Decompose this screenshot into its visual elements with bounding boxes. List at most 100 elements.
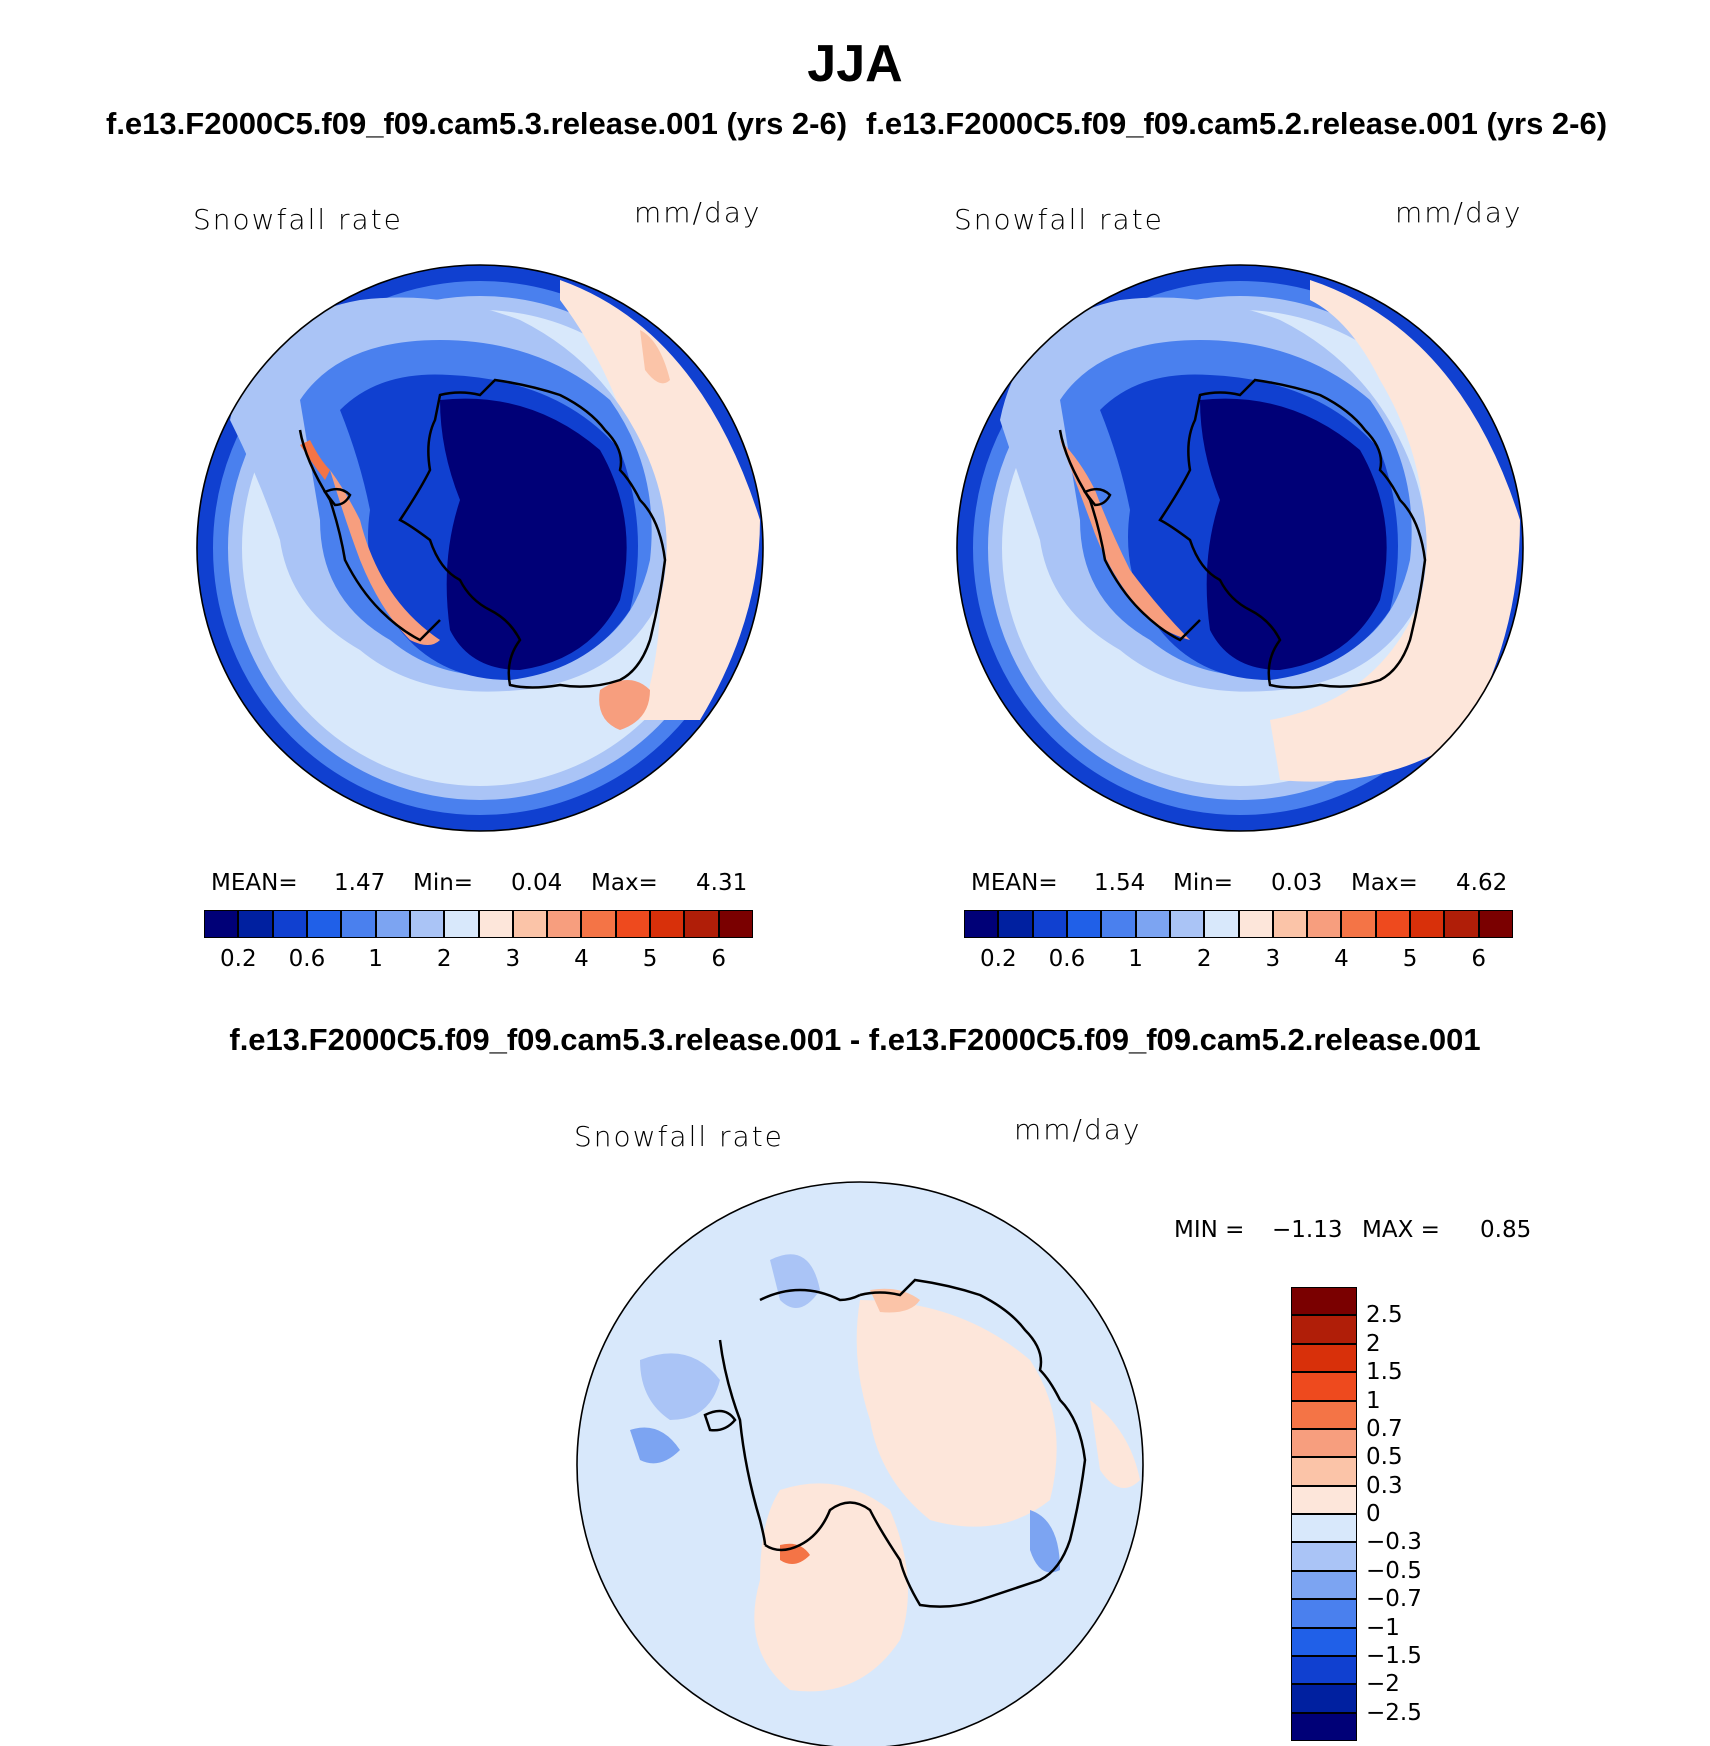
panel2-colorbar-tick-label: 4 — [1334, 946, 1349, 972]
panel2-colorbar-box — [1410, 910, 1445, 938]
panel1-colorbar-tick-label: 2 — [436, 946, 452, 972]
panel1-colorbar-box — [650, 910, 685, 938]
panel1-variable-label: Snowfall rate — [193, 203, 403, 236]
panel2-colorbar-box — [1135, 910, 1170, 938]
panel2-colorbar-box — [964, 910, 999, 938]
difference-colorbar-box — [1291, 1315, 1357, 1344]
difference-colorbar-tick-label: 0.5 — [1366, 1444, 1403, 1471]
difference-colorbar-box — [1291, 1372, 1357, 1401]
panel2-colorbar-tick-label: 6 — [1471, 946, 1486, 972]
panel2-colorbar-box — [1272, 910, 1308, 938]
panel2-colorbar — [964, 910, 1513, 938]
difference-variable-label: Snowfall rate — [574, 1120, 784, 1153]
panel1-min-label: Min= — [413, 870, 474, 896]
panel1-max-label: Max= — [591, 870, 658, 896]
panel1-colorbar-box — [615, 910, 651, 938]
difference-colorbar — [1291, 1287, 1357, 1741]
difference-colorbar-tick-label: −0.7 — [1366, 1586, 1422, 1613]
panel2-colorbar-box — [1341, 910, 1376, 938]
panel1-colorbar-box — [444, 910, 479, 938]
panel2-colorbar-box — [1169, 910, 1205, 938]
panel2-colorbar-box — [1478, 910, 1513, 938]
panel1-mean-value: 1.47 — [334, 870, 386, 896]
panel2-colorbar-labels: 0.2 0.6 1 2 3 4 5 6 — [964, 946, 1513, 976]
panel2-colorbar-box — [1032, 910, 1067, 938]
panel1-units-label: mm/day — [634, 196, 762, 229]
panel1-colorbar-tick-label: 4 — [574, 946, 589, 972]
panel1-colorbar-tick-label: 1 — [368, 946, 383, 972]
panel2-colorbar-box — [1375, 910, 1411, 938]
difference-colorbar-box — [1291, 1343, 1357, 1373]
panel1-colorbar-box — [684, 910, 719, 938]
difference-colorbar-tick-label: −1.5 — [1366, 1642, 1422, 1669]
panel2-min-label: Min= — [1173, 870, 1234, 896]
difference-colorbar-tick-label: −1 — [1366, 1614, 1400, 1641]
panel1-max-value: 4.31 — [696, 870, 748, 896]
difference-title: f.e13.F2000C5.f09_f09.cam5.3.release.001… — [229, 1022, 1481, 1057]
difference-colorbar-labels: 2.5 2 1.5 1 0.7 0.5 0.3 0 −0.3 −0.5 −0.7 −1 −1.5 −2 −2… — [1366, 1287, 1486, 1741]
panel1-min-value: 0.04 — [511, 870, 563, 896]
difference-colorbar-tick-label: 1 — [1366, 1387, 1381, 1414]
panel2-case-title: f.e13.F2000C5.f09_f09.cam5.2.release.001… — [866, 106, 1608, 141]
difference-colorbar-box — [1291, 1712, 1357, 1741]
panel2-colorbar-tick-label: 1 — [1128, 946, 1143, 972]
panel1-case-title: f.e13.F2000C5.f09_f09.cam5.3.release.001… — [106, 106, 848, 141]
difference-colorbar-box — [1291, 1485, 1357, 1514]
difference-colorbar-box — [1291, 1570, 1357, 1600]
panel1-colorbar-tick-label: 5 — [642, 946, 658, 972]
panel1-colorbar-tick-label: 6 — [711, 946, 726, 972]
panel1-colorbar — [204, 910, 753, 938]
figure-title: JJA — [807, 35, 903, 93]
difference-max-value: 0.85 — [1480, 1217, 1532, 1243]
panel1-colorbar-tick-label: 0.6 — [288, 946, 326, 972]
panel2-colorbar-tick-label: 5 — [1402, 946, 1418, 972]
panel2-mean-value: 1.54 — [1094, 870, 1146, 896]
panel2-mean-label: MEAN= — [971, 870, 1058, 896]
panel1-colorbar-tick-label: 0.2 — [220, 946, 257, 972]
difference-colorbar-box — [1291, 1400, 1357, 1429]
difference-min-value: −1.13 — [1272, 1217, 1343, 1243]
difference-colorbar-box — [1291, 1514, 1357, 1543]
difference-colorbar-tick-label: −0.5 — [1366, 1557, 1422, 1584]
difference-colorbar-tick-label: 2 — [1366, 1330, 1381, 1357]
panel1-colorbar-box — [341, 910, 376, 938]
difference-colorbar-box — [1291, 1542, 1357, 1571]
difference-colorbar-box — [1291, 1599, 1357, 1628]
panel1-colorbar-box — [409, 910, 445, 938]
panel1-colorbar-box — [238, 910, 273, 938]
panel2-contour-field — [957, 265, 1523, 831]
panel2-colorbar-box — [1444, 910, 1479, 938]
difference-colorbar-tick-label: −0.3 — [1366, 1529, 1422, 1556]
panel2-units-label: mm/day — [1395, 196, 1523, 229]
difference-colorbar-tick-label: −2 — [1366, 1671, 1400, 1698]
panel1-colorbar-labels: 0.2 0.6 1 2 3 4 5 6 — [204, 946, 753, 976]
panel2-variable-label: Snowfall rate — [954, 203, 1164, 236]
panel1-colorbar-box — [478, 910, 513, 938]
panel1-colorbar-box — [306, 910, 342, 938]
panel2-colorbar-box — [1204, 910, 1239, 938]
difference-colorbar-box — [1291, 1684, 1357, 1713]
panel2-colorbar-box — [1307, 910, 1342, 938]
panel1-colorbar-box — [718, 910, 753, 938]
difference-colorbar-tick-label: 0 — [1366, 1501, 1381, 1527]
panel2-colorbar-box — [1238, 910, 1273, 938]
difference-contour-field — [577, 1182, 1143, 1746]
panel2-colorbar-box — [1101, 910, 1136, 938]
panel1-mean-label: MEAN= — [211, 870, 298, 896]
panel1-contour-field — [197, 265, 763, 831]
difference-colorbar-tick-label: 0.7 — [1366, 1415, 1403, 1442]
difference-colorbar-box — [1291, 1457, 1357, 1486]
difference-colorbar-tick-label: 0.3 — [1366, 1472, 1403, 1499]
panel1-colorbar-tick-label: 3 — [505, 946, 521, 972]
difference-min-label: MIN = — [1174, 1217, 1245, 1243]
difference-colorbar-tick-label: 1.5 — [1366, 1359, 1403, 1386]
panel1-colorbar-box — [204, 910, 239, 938]
difference-colorbar-box — [1291, 1627, 1357, 1656]
panel2-max-label: Max= — [1351, 870, 1418, 896]
panel2-colorbar-box — [998, 910, 1033, 938]
panel1-colorbar-box — [272, 910, 307, 938]
panel2-colorbar-tick-label: 0.6 — [1048, 946, 1086, 972]
panel1-colorbar-box — [581, 910, 616, 938]
panel2-colorbar-tick-label: 2 — [1196, 946, 1212, 972]
difference-colorbar-tick-label: −2.5 — [1366, 1699, 1422, 1726]
